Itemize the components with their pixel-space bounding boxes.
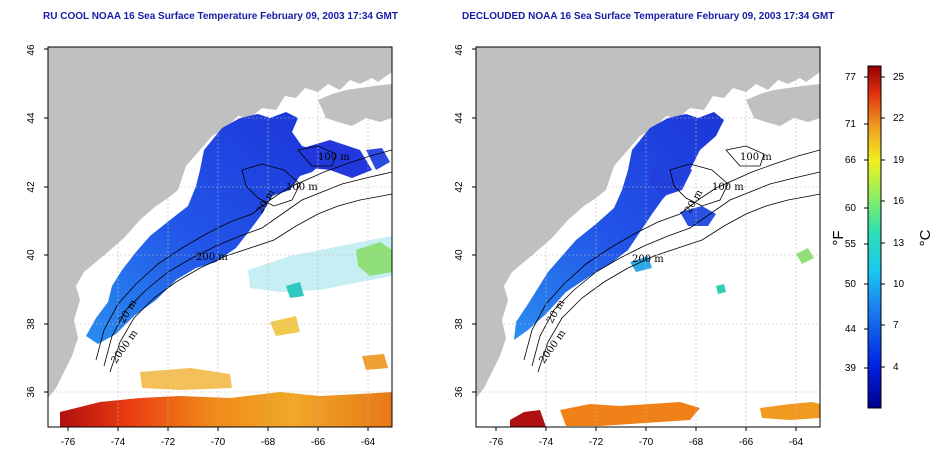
- left-lon-tick: -72: [161, 437, 176, 448]
- colorbar-f-tick: 50: [845, 279, 857, 290]
- left-lat-tick: 36: [26, 386, 37, 398]
- colorbar-c-tick: 10: [893, 279, 905, 290]
- right-lon-tick: -64: [789, 437, 804, 448]
- colorbar-f-tick: 77: [845, 72, 857, 83]
- colorbar-f-tick: 44: [845, 324, 857, 335]
- left-lat-tick: 44: [26, 112, 37, 124]
- colorbar-c-tick: 19: [893, 155, 905, 166]
- left-lon-tick: -64: [361, 437, 376, 448]
- right-lat-tick: 44: [454, 112, 465, 124]
- colorbar-c-tick: 4: [893, 362, 899, 373]
- right-map-bathymetry: [523, 145, 820, 373]
- left-map-land: [48, 47, 392, 398]
- colorbar-gradient: [867, 65, 882, 409]
- left-map-shelf-water: [86, 112, 326, 344]
- left-map-cyan-patch: [286, 282, 304, 298]
- right-map-speck: [716, 284, 726, 294]
- left-map-bathymetry: [95, 145, 392, 373]
- right-map-green-patch: [796, 248, 814, 264]
- left-lon-tick: -68: [261, 437, 276, 448]
- right-map-title: DECLOUDED NOAA 16 Sea Surface Temperatur…: [462, 11, 835, 22]
- left-contour-label: 100 m: [318, 152, 350, 163]
- right-map-gulf-stream: [510, 410, 546, 427]
- colorbar-f-tick: 60: [845, 203, 857, 214]
- left-lat-tick: 42: [26, 181, 37, 193]
- colorbar: 77 71 66 60 55 50 44 39 25 22 19 16 13 1…: [830, 65, 934, 409]
- right-lon-tick: -74: [539, 437, 554, 448]
- left-lon-tick: -74: [111, 437, 126, 448]
- colorbar-f-tick: 55: [845, 239, 857, 250]
- right-contour-label: 100 m: [740, 152, 772, 163]
- right-lat-tick: 38: [454, 318, 465, 330]
- left-map-warm-patch: [140, 368, 232, 390]
- right-map-frame: [475, 46, 821, 428]
- colorbar-c-tick: 7: [893, 320, 899, 331]
- left-map-land-ns: [318, 84, 392, 126]
- colorbar-c-tick: 22: [893, 113, 905, 124]
- left-map-eddy: [270, 316, 300, 336]
- left-map-eddy-2: [362, 354, 388, 370]
- left-lat-tick: 46: [26, 44, 37, 56]
- left-contour-label: 200 m: [196, 252, 228, 263]
- left-lat-tick: 38: [26, 318, 37, 330]
- right-contour-label: 100 m: [712, 182, 744, 193]
- colorbar-fahrenheit-unit: °F: [830, 230, 847, 245]
- right-map-warm-band-2: [760, 402, 820, 420]
- colorbar-f-tick: 39: [845, 363, 857, 374]
- right-contour-label: 200 m: [632, 254, 664, 265]
- right-map-warm-band: [560, 402, 700, 426]
- left-map-title: RU COOL NOAA 16 Sea Surface Temperature …: [43, 11, 398, 22]
- left-contour-label: 100 m: [286, 182, 318, 193]
- right-map: 100 m 100 m 20 m 200 m 20 m 2000 m: [475, 46, 821, 428]
- left-lat-tick: 40: [26, 249, 37, 261]
- left-map-graticule: [48, 47, 392, 427]
- colorbar-c-tick: 16: [893, 196, 905, 207]
- right-lat-tick: 40: [454, 249, 465, 261]
- right-map-land: [476, 47, 820, 398]
- right-lon-tick: -66: [739, 437, 754, 448]
- left-map-cold-patch-2: [366, 148, 390, 170]
- axis-tick-marks: [44, 48, 797, 431]
- colorbar-c-tick: 25: [893, 72, 905, 83]
- right-map-cold-patch-2: [680, 206, 716, 226]
- left-lon-tick: -76: [61, 437, 76, 448]
- left-map: 100 m 100 m 20 m 200 m 20 m 2000 m: [47, 46, 393, 428]
- left-lon-tick: -70: [211, 437, 226, 448]
- left-map-green-patch: [356, 242, 392, 276]
- right-lat-tick: 36: [454, 386, 465, 398]
- right-lat-tick: 46: [454, 44, 465, 56]
- left-map-frame: [47, 46, 393, 428]
- colorbar-c-tick: 13: [893, 238, 905, 249]
- right-map-cyan-patch: [630, 256, 652, 272]
- colorbar-f-tick: 71: [845, 119, 857, 130]
- right-map-land-ns: [746, 84, 820, 126]
- right-lon-tick: -70: [639, 437, 654, 448]
- colorbar-f-tick: 66: [845, 155, 857, 166]
- colorbar-celsius-unit: °C: [917, 229, 934, 246]
- right-lat-tick: 42: [454, 181, 465, 193]
- right-lon-tick: -72: [589, 437, 604, 448]
- left-lon-tick: -66: [311, 437, 326, 448]
- right-map-graticule: [476, 47, 820, 427]
- right-lon-tick: -68: [689, 437, 704, 448]
- right-lon-tick: -76: [489, 437, 504, 448]
- left-map-gulf-stream: [60, 392, 392, 427]
